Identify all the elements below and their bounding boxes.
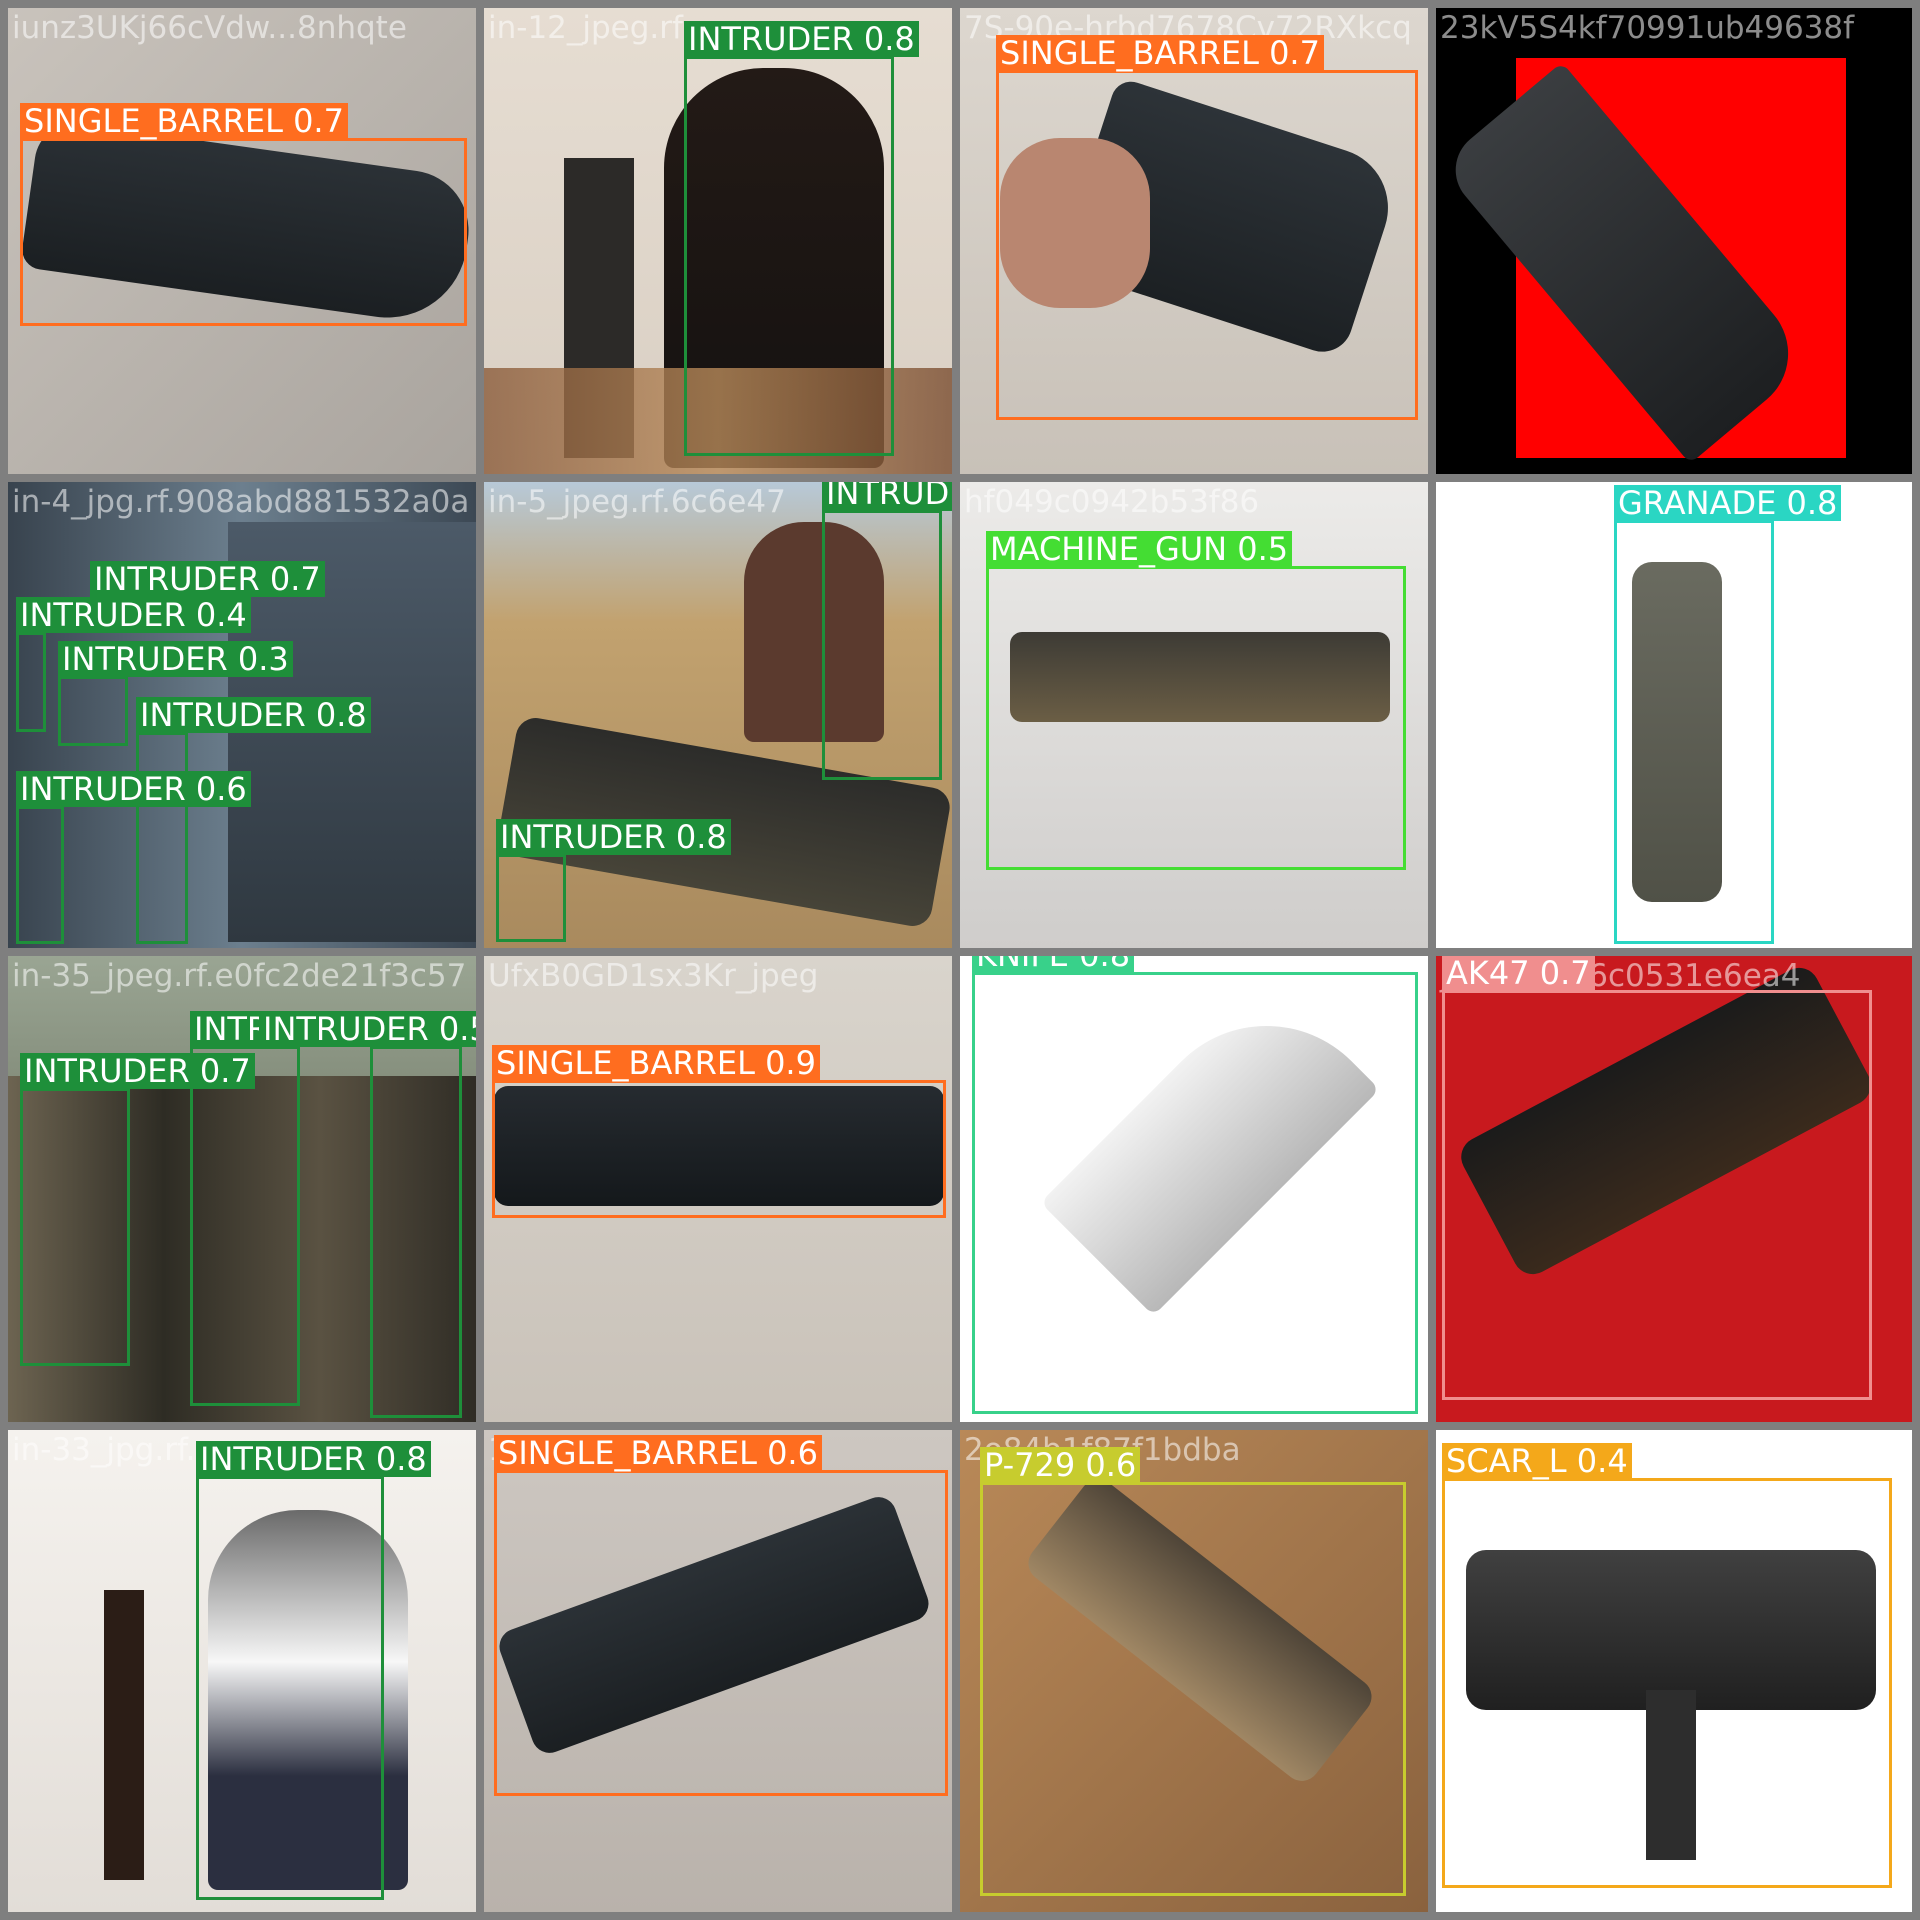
tile-15: 2o84b1f87f1bdba P-729 0.6 <box>960 1430 1428 1912</box>
tile-8: in-1_jpg.rf.6e18 GRANADE 0.8 <box>1436 482 1912 948</box>
tile-filename: hf049c0942b53f86 <box>964 484 1260 520</box>
detection-box: INTRUDER 0.8 <box>196 1441 431 1900</box>
detection-box: SINGLE_BARREL 0.7 <box>996 35 1418 420</box>
tile-11: 0Mb0529_dW8e1e3 KNIFE 0.8 <box>960 956 1428 1422</box>
detection-box: INTRUDER 0.8 <box>684 21 919 456</box>
tile-filename: iunz3UKj66cVdw...8nhqte <box>12 10 407 46</box>
detection-box: INTRUDER 0.5 <box>190 1011 425 1406</box>
detection-box: AK47 0.7 <box>1442 956 1872 1400</box>
tile-10: UfxB0GD1sx3Kr_jpeg SINGLE_BARREL 0.9 <box>484 956 952 1422</box>
detection-label: INTRUDER 0.5 <box>259 1011 476 1047</box>
detection-box: SCAR_L 0.4 <box>1442 1443 1892 1888</box>
detection-box: SINGLE_BARREL 0.7 <box>20 103 467 326</box>
tile-filename: 23kV5S4kf70991ub49638f <box>1440 10 1855 46</box>
grenade-image <box>1632 562 1722 902</box>
detection-box: MACHINE_GUN 0.5 <box>986 531 1406 870</box>
tile-9: in-35_jpeg.rf.e0fc2de21f3c57 INTRUDER 0.… <box>8 956 476 1422</box>
rifle-image <box>1010 632 1390 722</box>
detection-box: INTRUDER 0.6 <box>16 771 251 944</box>
detection-box: KNIFE 0.8 <box>972 956 1418 1414</box>
detection-label: SINGLE_BARREL 0.9 <box>492 1045 820 1081</box>
detection-box: P-729 0.6 <box>980 1447 1406 1896</box>
detection-label: INTRUDER 0.8 <box>496 819 731 855</box>
tile-4: 23kV5S4kf70991ub49638f <box>1436 8 1912 474</box>
detection-label: INTRUDER 0.8 <box>822 482 952 511</box>
detection-label: SCAR_L 0.4 <box>1442 1443 1632 1479</box>
detection-label: SINGLE_BARREL 0.6 <box>494 1435 822 1471</box>
detection-label: AK47 0.7 <box>1442 956 1595 991</box>
detection-box: INTRUDER 0.8 <box>496 819 731 942</box>
detection-box: INTRUDER 0.4 <box>16 597 251 732</box>
detection-box: INTRUDER 0.7 <box>90 561 325 626</box>
tile-12: jpg.rf.6836c0531e6ea4 AK47 0.7 <box>1436 956 1912 1422</box>
tile-filename: UfxB0GD1sx3Kr_jpeg <box>488 958 819 994</box>
detection-label: INTRUDER 0.7 <box>20 1053 255 1089</box>
detection-box: INTRUDER 0.7 <box>20 1053 255 1366</box>
detection-label: MACHINE_GUN 0.5 <box>986 531 1293 567</box>
rifle-image <box>104 1590 144 1880</box>
detection-label: INTRUDER 0.3 <box>58 641 293 677</box>
detection-label: P-729 0.6 <box>980 1447 1141 1483</box>
tile-16: ef82be7ddc18c SCAR_L 0.4 <box>1436 1430 1912 1912</box>
tile-filename: in-33_jpg.rf... <box>12 1432 216 1468</box>
detection-label: INTRUDER 0.4 <box>16 597 251 633</box>
detection-label: KNIFE 0.8 <box>972 956 1135 973</box>
detection-box: INTRUDER 0.8 <box>136 697 371 944</box>
tile-14: 1o7kpl SINGLE_BARREL 0.6 <box>484 1430 952 1912</box>
detection-box: SINGLE_BARREL 0.6 <box>494 1435 948 1796</box>
tile-3: 7S-90e-hrbd7678Cv72RXkcq SINGLE_BARREL 0… <box>960 8 1428 474</box>
detection-label: INTRUDER 0.8 <box>684 21 919 57</box>
person-image <box>744 522 884 742</box>
tile-filename: in-4_jpg.rf.908abd881532a0a <box>12 484 470 520</box>
detection-box: SINGLE_BARREL 0.9 <box>492 1045 946 1218</box>
tile-5: in-4_jpg.rf.908abd881532a0a INTRUDER 0.7… <box>8 482 476 948</box>
detection-label: INTRUDER 0.8 <box>136 697 371 733</box>
detection-box: INTRUDER 0.3 <box>58 641 293 746</box>
detection-label: SINGLE_BARREL 0.7 <box>996 35 1324 71</box>
tile-6: in-5_jpeg.rf.6c6e47 INTRUDER 0.8 INTRUDE… <box>484 482 952 948</box>
tile-2: in-12_jpeg.rf... INTRUDER 0.8 <box>484 8 952 474</box>
detection-box: INTRUDER 0.8 <box>822 482 952 780</box>
tile-1: iunz3UKj66cVdw...8nhqte SINGLE_BARREL 0.… <box>8 8 476 474</box>
detection-label: INTRUDER 0.8 <box>196 1441 431 1477</box>
magazine-image <box>1646 1690 1696 1860</box>
scar-image <box>1466 1550 1876 1710</box>
tile-7: hf049c0942b53f86 MACHINE_GUN 0.5 <box>960 482 1428 948</box>
detection-label: GRANADE 0.8 <box>1614 485 1842 521</box>
rug-image <box>484 368 952 474</box>
detection-label: SINGLE_BARREL 0.7 <box>20 103 348 139</box>
detection-label: INTRUDER 0.6 <box>16 771 251 807</box>
tile-filename: in-12_jpeg.rf... <box>488 10 711 46</box>
person-image <box>208 1510 408 1890</box>
tile-filename: in-35_jpeg.rf.e0fc2de21f3c57 <box>12 958 467 994</box>
detection-box: INTRUDER 0.5 <box>259 1011 476 1418</box>
pistol-image <box>494 1086 944 1206</box>
tile-13: in-33_jpg.rf... INTRUDER 0.8 <box>8 1430 476 1912</box>
hand-image <box>1000 138 1150 308</box>
detection-label: INTRUDER 0.7 <box>90 561 325 597</box>
tile-filename: in-5_jpeg.rf.6c6e47 <box>488 484 786 520</box>
detection-box: GRANADE 0.8 <box>1614 485 1842 944</box>
